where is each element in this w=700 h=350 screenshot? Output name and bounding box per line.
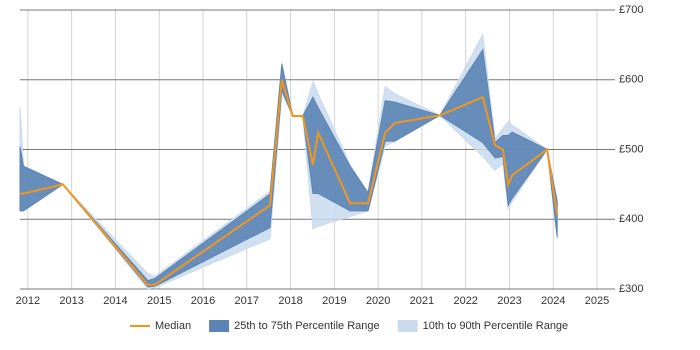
x-tick-label: 2021 bbox=[410, 295, 434, 307]
legend-swatch bbox=[209, 320, 230, 332]
x-tick-label: 2015 bbox=[147, 295, 171, 307]
x-tick-label: 2022 bbox=[453, 295, 477, 307]
y-tick-label: £300 bbox=[619, 283, 643, 295]
legend-label: 25th to 75th Percentile Range bbox=[234, 320, 380, 332]
x-tick-label: 2024 bbox=[541, 295, 565, 307]
median-line bbox=[20, 79, 559, 286]
x-tick-label: 2012 bbox=[16, 295, 40, 307]
x-tick-label: 2016 bbox=[191, 295, 215, 307]
y-tick-label: £600 bbox=[619, 74, 643, 86]
x-tick-label: 2013 bbox=[59, 295, 83, 307]
x-tick-label: 2019 bbox=[322, 295, 346, 307]
x-tick-label: 2017 bbox=[235, 295, 259, 307]
legend-label: Median bbox=[155, 320, 191, 332]
x-tick-label: 2020 bbox=[366, 295, 390, 307]
x-tick-label: 2014 bbox=[103, 295, 127, 307]
x-tick-label: 2025 bbox=[585, 295, 609, 307]
y-tick-label: £400 bbox=[619, 213, 643, 225]
x-tick-label: 2018 bbox=[278, 295, 302, 307]
legend-swatch bbox=[397, 320, 418, 332]
y-tick-label: £700 bbox=[619, 4, 643, 16]
x-tick-label: 2023 bbox=[497, 295, 521, 307]
legend-label: 10th to 90th Percentile Range bbox=[423, 320, 569, 332]
y-tick-label: £500 bbox=[619, 143, 643, 155]
